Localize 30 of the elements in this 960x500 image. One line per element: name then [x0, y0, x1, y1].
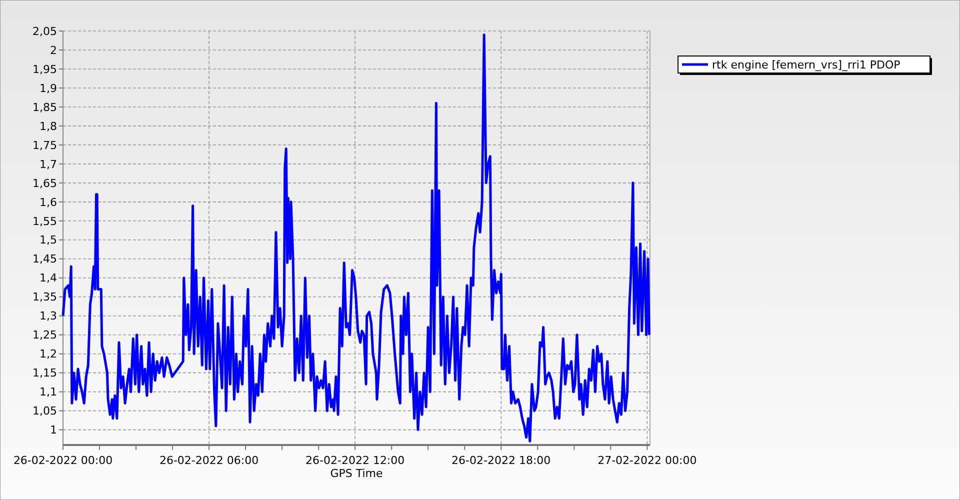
y-tick-label: 1,85	[32, 100, 57, 114]
y-tick-label: 1,2	[40, 348, 57, 361]
line-series	[62, 34, 650, 442]
x-tick-label: 26-02-2022 18:00	[452, 454, 551, 467]
y-tick-label: 1,5	[40, 234, 57, 247]
y-tick-label: 2	[50, 44, 57, 57]
y-tick-label: 1,35	[32, 290, 57, 304]
x-tick-label: 26-02-2022 12:00	[306, 454, 405, 467]
y-tick-label: 1,65	[32, 176, 57, 190]
x-axis-title: GPS Time	[330, 467, 384, 480]
y-tick-label: 1,75	[32, 138, 57, 152]
y-tick-label: 1,05	[32, 404, 57, 418]
y-tick-label: 1,1	[40, 386, 57, 399]
y-tick-label: 1,45	[32, 252, 57, 266]
y-tick-label: 1,4	[40, 272, 57, 285]
y-tick-label: 1,15	[32, 366, 57, 380]
y-tick-label: 1,9	[40, 82, 57, 95]
y-tick-label: 1,55	[32, 214, 57, 228]
y-tick-label: 1,6	[40, 196, 57, 209]
y-tick-label: 2,05	[32, 24, 57, 38]
x-tick-label: 26-02-2022 00:00	[13, 454, 113, 467]
y-tick-label: 1,95	[32, 62, 57, 76]
y-tick-label: 1,7	[40, 158, 57, 171]
y-tick-label: 1,8	[40, 120, 57, 133]
x-tick-label: 27-02-2022 00:00	[598, 454, 697, 467]
legend-label: rtk engine [femern_vrs]_rri1 PDOP	[712, 58, 901, 72]
y-tick-label: 1	[50, 424, 57, 437]
x-tick-label: 26-02-2022 06:00	[159, 454, 259, 467]
y-tick-label: 1,3	[40, 310, 57, 323]
y-tick-label: 1,25	[32, 328, 57, 342]
